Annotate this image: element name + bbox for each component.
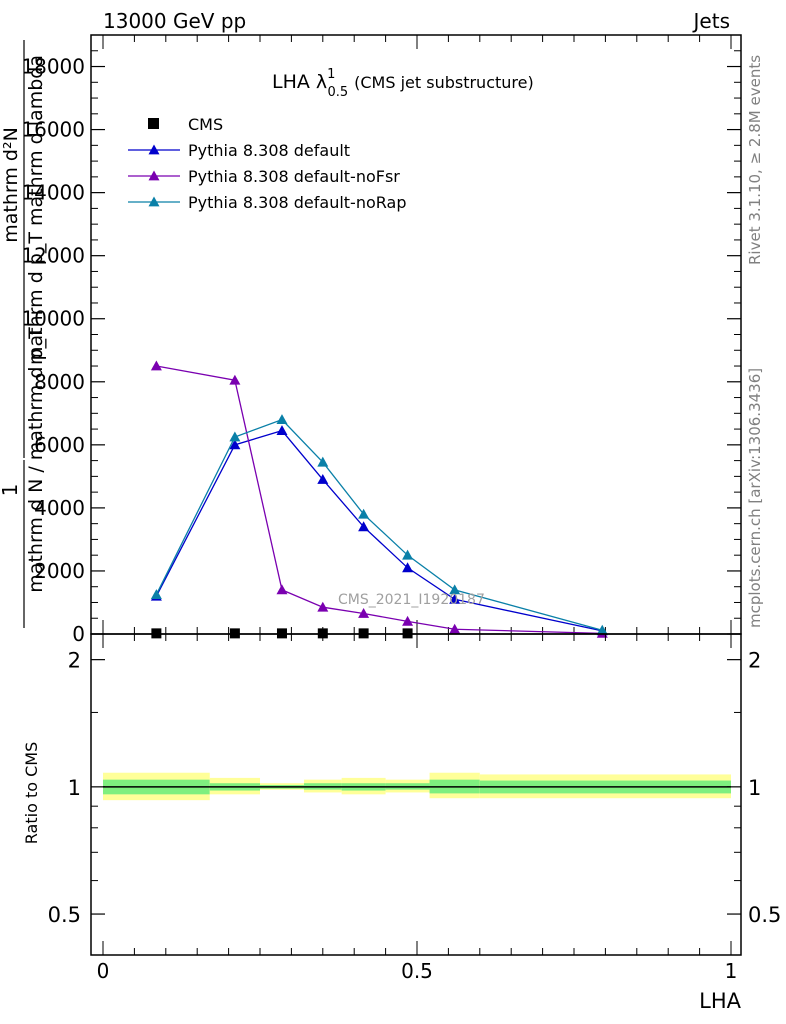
ratio-y-tick-label-right: 2 bbox=[748, 649, 761, 673]
ratio-y-label: Ratio to CMS bbox=[22, 742, 41, 844]
legend-item-noFsr: Pythia 8.308 default-noFsr bbox=[128, 167, 400, 186]
point-noFsr bbox=[402, 615, 414, 626]
x-tick-label: 1 bbox=[725, 959, 738, 983]
series-noFsr bbox=[150, 360, 608, 638]
ratio-y-tick-label: 0.5 bbox=[48, 903, 81, 927]
main-y-tick-labels: 0 2000 4000 6000 8000 10000 12000 14000 16000 180… bbox=[21, 55, 85, 646]
point-noRap bbox=[596, 624, 608, 635]
main-y-axis-label: 1 mathrm d N / mathrm d p_T mathrm d²N m… bbox=[0, 40, 47, 628]
point-noRap bbox=[229, 431, 241, 442]
y-label-one: 1 bbox=[0, 484, 22, 497]
main-ticks bbox=[91, 35, 741, 635]
legend-label: Pythia 8.308 default-noRap bbox=[188, 193, 406, 212]
y-tick-label: 14000 bbox=[21, 181, 85, 205]
plot-title-note: (CMS jet substructure) bbox=[354, 73, 534, 92]
ratio-tick-labels: 0.5 0.5 1 1 2 2 0 0.5 1 bbox=[48, 649, 782, 983]
point-noFsr bbox=[150, 360, 162, 371]
rivet-label: Rivet 3.1.10, ≥ 2.8M events bbox=[746, 55, 764, 265]
header-left: 13000 GeV pp bbox=[103, 9, 246, 33]
legend-item-default: Pythia 8.308 default bbox=[128, 141, 350, 160]
legend-marker bbox=[148, 196, 160, 207]
x-tick-label: 0.5 bbox=[401, 959, 433, 983]
legend-marker bbox=[148, 144, 160, 155]
y-label-num2: mathrm d²N bbox=[0, 127, 22, 243]
point-noRap bbox=[317, 456, 329, 467]
point-noFsr bbox=[276, 584, 288, 595]
legend-label: Pythia 8.308 default bbox=[188, 141, 350, 160]
series-line-noFsr bbox=[156, 365, 603, 635]
y-tick-label: 6000 bbox=[34, 433, 85, 457]
y-tick-label: 12000 bbox=[21, 244, 85, 268]
legend-item-cms: CMS bbox=[148, 115, 223, 134]
point-default bbox=[449, 593, 461, 604]
point-default bbox=[317, 474, 329, 484]
point-noFsr bbox=[317, 601, 329, 612]
y-label-den2: mathrm d p_T mathrm d lambda bbox=[25, 55, 47, 365]
mcplots-label: mcplots.cern.ch [arXiv:1306.3436] bbox=[746, 368, 764, 628]
legend-label: Pythia 8.308 default-noFsr bbox=[188, 167, 400, 186]
legend-label: CMS bbox=[188, 115, 223, 134]
series-line-default bbox=[155, 429, 603, 632]
legend-item-noRap: Pythia 8.308 default-noRap bbox=[128, 193, 406, 212]
y-tick-label: 18000 bbox=[21, 55, 85, 79]
y-tick-label: 2000 bbox=[34, 559, 85, 583]
y-tick-label: 8000 bbox=[34, 370, 85, 394]
series-line-noRap bbox=[155, 418, 603, 631]
legend-marker bbox=[148, 118, 159, 129]
ratio-y-tick-label: 2 bbox=[68, 649, 81, 673]
point-noRap bbox=[358, 508, 370, 519]
point-noFsr bbox=[229, 374, 241, 385]
main-panel: 0 2000 4000 6000 8000 10000 12000 14000 16000 180… bbox=[0, 34, 742, 646]
point-noRap bbox=[276, 414, 288, 425]
legend-marker bbox=[148, 170, 160, 181]
ratio-y-tick-label-right: 1 bbox=[748, 776, 761, 800]
header-right: Jets bbox=[692, 9, 730, 33]
point-default bbox=[402, 562, 414, 573]
series-default bbox=[150, 425, 608, 636]
point-default bbox=[358, 521, 370, 532]
ratio-panel: 0.5 0.5 1 1 2 2 0 0.5 1 Ratio to CMS LHA bbox=[22, 633, 782, 1013]
plot-title-sub: 0.5 bbox=[327, 85, 348, 100]
ratio-ticks bbox=[91, 634, 741, 955]
point-noRap bbox=[402, 549, 414, 560]
legend: CMS Pythia 8.308 default Pythia 8.308 defa… bbox=[128, 115, 406, 212]
point-noRap bbox=[449, 584, 461, 595]
point-default bbox=[276, 425, 288, 436]
point-default bbox=[229, 439, 241, 450]
ratio-y-tick-label: 1 bbox=[68, 776, 81, 800]
plot-title-sup: 1 bbox=[327, 67, 335, 82]
ratio-y-tick-label-right: 0.5 bbox=[748, 903, 781, 927]
x-axis-label: LHA bbox=[699, 989, 741, 1013]
y-tick-label: 16000 bbox=[21, 118, 85, 142]
point-noFsr bbox=[449, 623, 461, 634]
point-noRap bbox=[150, 589, 162, 599]
y-label-den: mathrm d N / mathrm d p_T bbox=[25, 327, 47, 593]
point-noFsr bbox=[358, 608, 370, 618]
x-tick-label: 0 bbox=[97, 959, 110, 983]
ratio-frame bbox=[90, 633, 742, 956]
y-tick-label: 10000 bbox=[21, 307, 85, 331]
watermark: CMS_2021_I1920187 bbox=[338, 592, 485, 608]
series-noRap bbox=[150, 414, 608, 635]
plot-title: LHA λ1 0.5 (CMS jet substructure) bbox=[272, 67, 534, 100]
plot-title-main: LHA λ bbox=[272, 71, 327, 93]
y-tick-label: 4000 bbox=[34, 496, 85, 520]
y-tick-label: 0 bbox=[72, 622, 85, 646]
